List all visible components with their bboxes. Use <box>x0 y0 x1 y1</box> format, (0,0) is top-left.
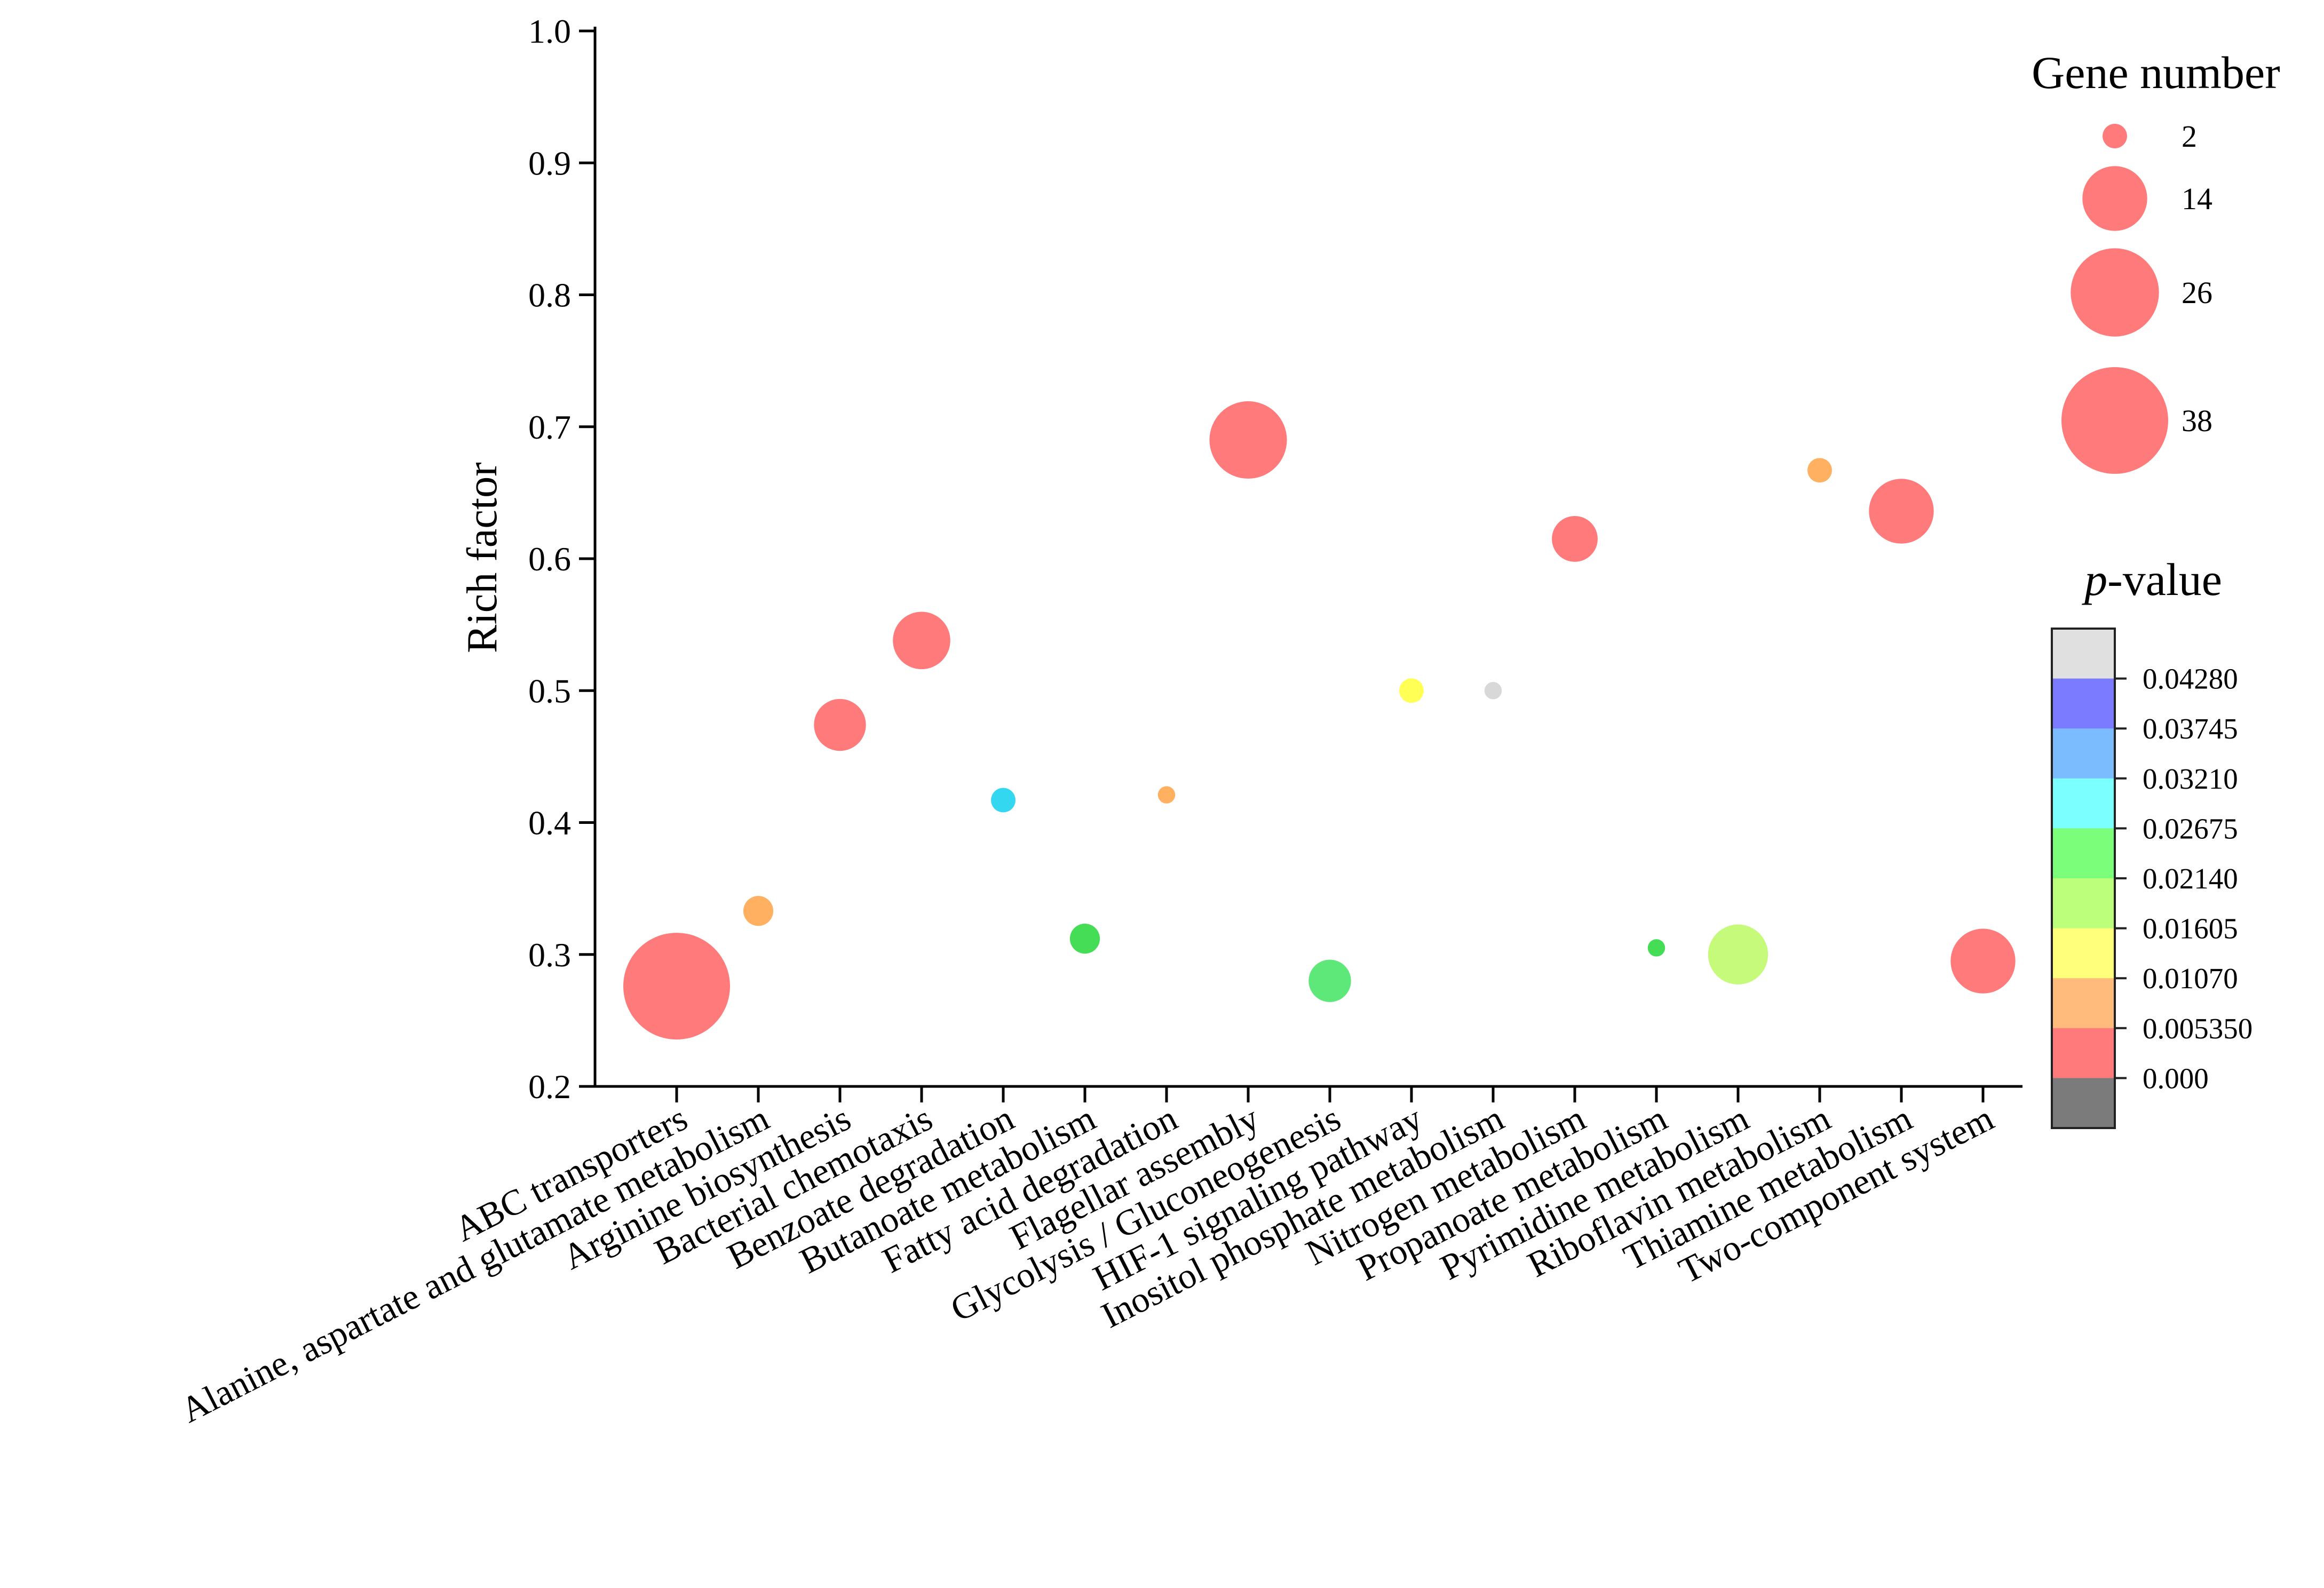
bubble-point <box>1157 786 1176 804</box>
bubble-point <box>1950 928 2016 994</box>
y-axis-title: Rich factor <box>459 462 506 653</box>
bubble-point <box>623 933 730 1040</box>
x-tick-label: Alanine, aspartate and glutamate metabol… <box>174 1098 775 1431</box>
bubble-point <box>1069 923 1100 954</box>
colorbar-segment <box>2052 678 2115 729</box>
size-legend-bubble <box>2082 166 2147 231</box>
size-legend-label: 38 <box>2182 403 2212 438</box>
y-tick-label: 0.5 <box>528 672 571 710</box>
color-legend-title: p-value <box>2081 554 2222 605</box>
colorbar-segment <box>2052 778 2115 829</box>
bubble-point <box>1209 401 1287 479</box>
size-legend-bubble <box>2071 248 2159 337</box>
y-tick-label: 1.0 <box>528 12 571 50</box>
colorbar-label: 0.01070 <box>2143 962 2238 995</box>
bubble-point <box>1308 959 1351 1002</box>
size-legend-label: 14 <box>2182 181 2212 216</box>
colorbar-segment <box>2052 878 2115 929</box>
y-tick-label: 0.7 <box>528 408 571 446</box>
colorbar-segment <box>2052 1078 2115 1129</box>
colorbar-label: 0.005350 <box>2143 1012 2252 1045</box>
colorbar-label: 0.000 <box>2143 1062 2209 1094</box>
colorbar-segment <box>2052 978 2115 1029</box>
bubble-point <box>1647 939 1665 957</box>
bubble-point <box>893 612 950 670</box>
size-legend-bubble <box>2061 367 2168 474</box>
y-tick-label: 0.4 <box>528 804 571 842</box>
color-legend: p-value 0.04280 0.03745 0.03210 0.02675 0.021… <box>2051 554 2252 1129</box>
y-tick-label: 0.8 <box>528 276 571 314</box>
colorbar-label: 0.02675 <box>2143 812 2238 845</box>
y-tick-label: 0.2 <box>528 1068 571 1106</box>
size-legend-label: 2 <box>2182 119 2197 154</box>
bubble-point <box>743 896 774 926</box>
bubble-layer <box>623 401 2016 1040</box>
colorbar-segment <box>2052 629 2115 679</box>
y-tick-label: 0.6 <box>528 540 571 578</box>
colorbar-segment <box>2052 928 2115 979</box>
y-tick-label: 0.9 <box>528 144 571 182</box>
colorbar-segment <box>2052 828 2115 879</box>
size-legend-label: 26 <box>2182 275 2212 310</box>
colorbar-segment <box>2052 728 2115 779</box>
colorbar-segment <box>2052 1028 2115 1078</box>
size-legend-title: Gene number <box>2032 47 2280 98</box>
bubble-point <box>1708 924 1768 984</box>
bubble-point <box>1552 515 1598 562</box>
colorbar-label: 0.01605 <box>2143 912 2238 945</box>
colorbar-label: 0.04280 <box>2143 663 2238 695</box>
colorbar-label: 0.02140 <box>2143 862 2238 895</box>
y-tick-label: 0.3 <box>528 936 571 974</box>
bubble-point <box>1399 678 1424 703</box>
colorbar-label: 0.03210 <box>2143 763 2238 795</box>
bubble-point <box>814 698 866 751</box>
size-legend-bubble <box>2103 124 2127 148</box>
size-legend: Gene number 2 14 26 38 <box>2032 47 2280 474</box>
colorbar-label: 0.03745 <box>2143 712 2238 745</box>
bubble-point <box>1484 682 1502 700</box>
bubble-point <box>1869 479 1934 544</box>
bubble-point <box>1807 458 1832 483</box>
bubble-point <box>991 788 1016 813</box>
